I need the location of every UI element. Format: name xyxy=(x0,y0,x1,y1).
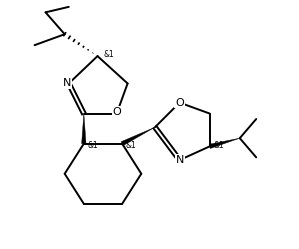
Text: &1: &1 xyxy=(214,140,225,149)
Text: &1: &1 xyxy=(88,140,99,149)
Polygon shape xyxy=(209,138,240,148)
Text: N: N xyxy=(63,78,72,88)
Polygon shape xyxy=(82,114,86,144)
Text: O: O xyxy=(175,98,184,108)
Text: &1: &1 xyxy=(125,140,136,149)
Text: O: O xyxy=(112,107,121,117)
Text: N: N xyxy=(176,155,184,165)
Text: &1: &1 xyxy=(103,50,114,59)
Polygon shape xyxy=(121,127,155,146)
